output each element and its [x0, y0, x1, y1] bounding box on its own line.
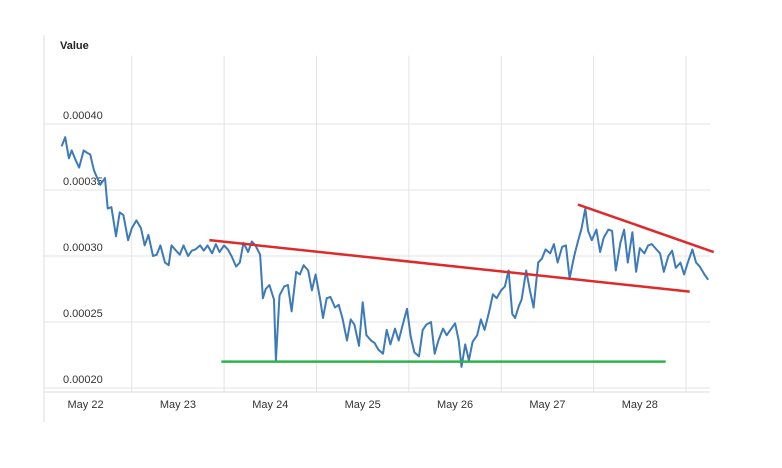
data-line [60, 136, 710, 368]
x-tick-label: May 23 [160, 399, 196, 411]
x-tick-label: May 22 [68, 399, 104, 411]
trend-line [577, 203, 715, 254]
chart-title: Value [60, 40, 89, 52]
x-tick-label: May 28 [622, 399, 658, 411]
x-tick-label: May 25 [345, 399, 381, 411]
y-tick-label: 0.00035 [63, 176, 103, 188]
x-tick-label: May 24 [252, 399, 288, 411]
x-tick-label: May 27 [529, 399, 565, 411]
trend-line [209, 238, 690, 293]
x-tick-label: May 26 [437, 399, 473, 411]
y-tick-label: 0.00020 [63, 374, 103, 386]
y-tick-label: 0.00030 [63, 242, 103, 254]
y-tick-label: 0.00025 [63, 308, 103, 320]
y-tick-label: 0.00040 [63, 110, 103, 122]
